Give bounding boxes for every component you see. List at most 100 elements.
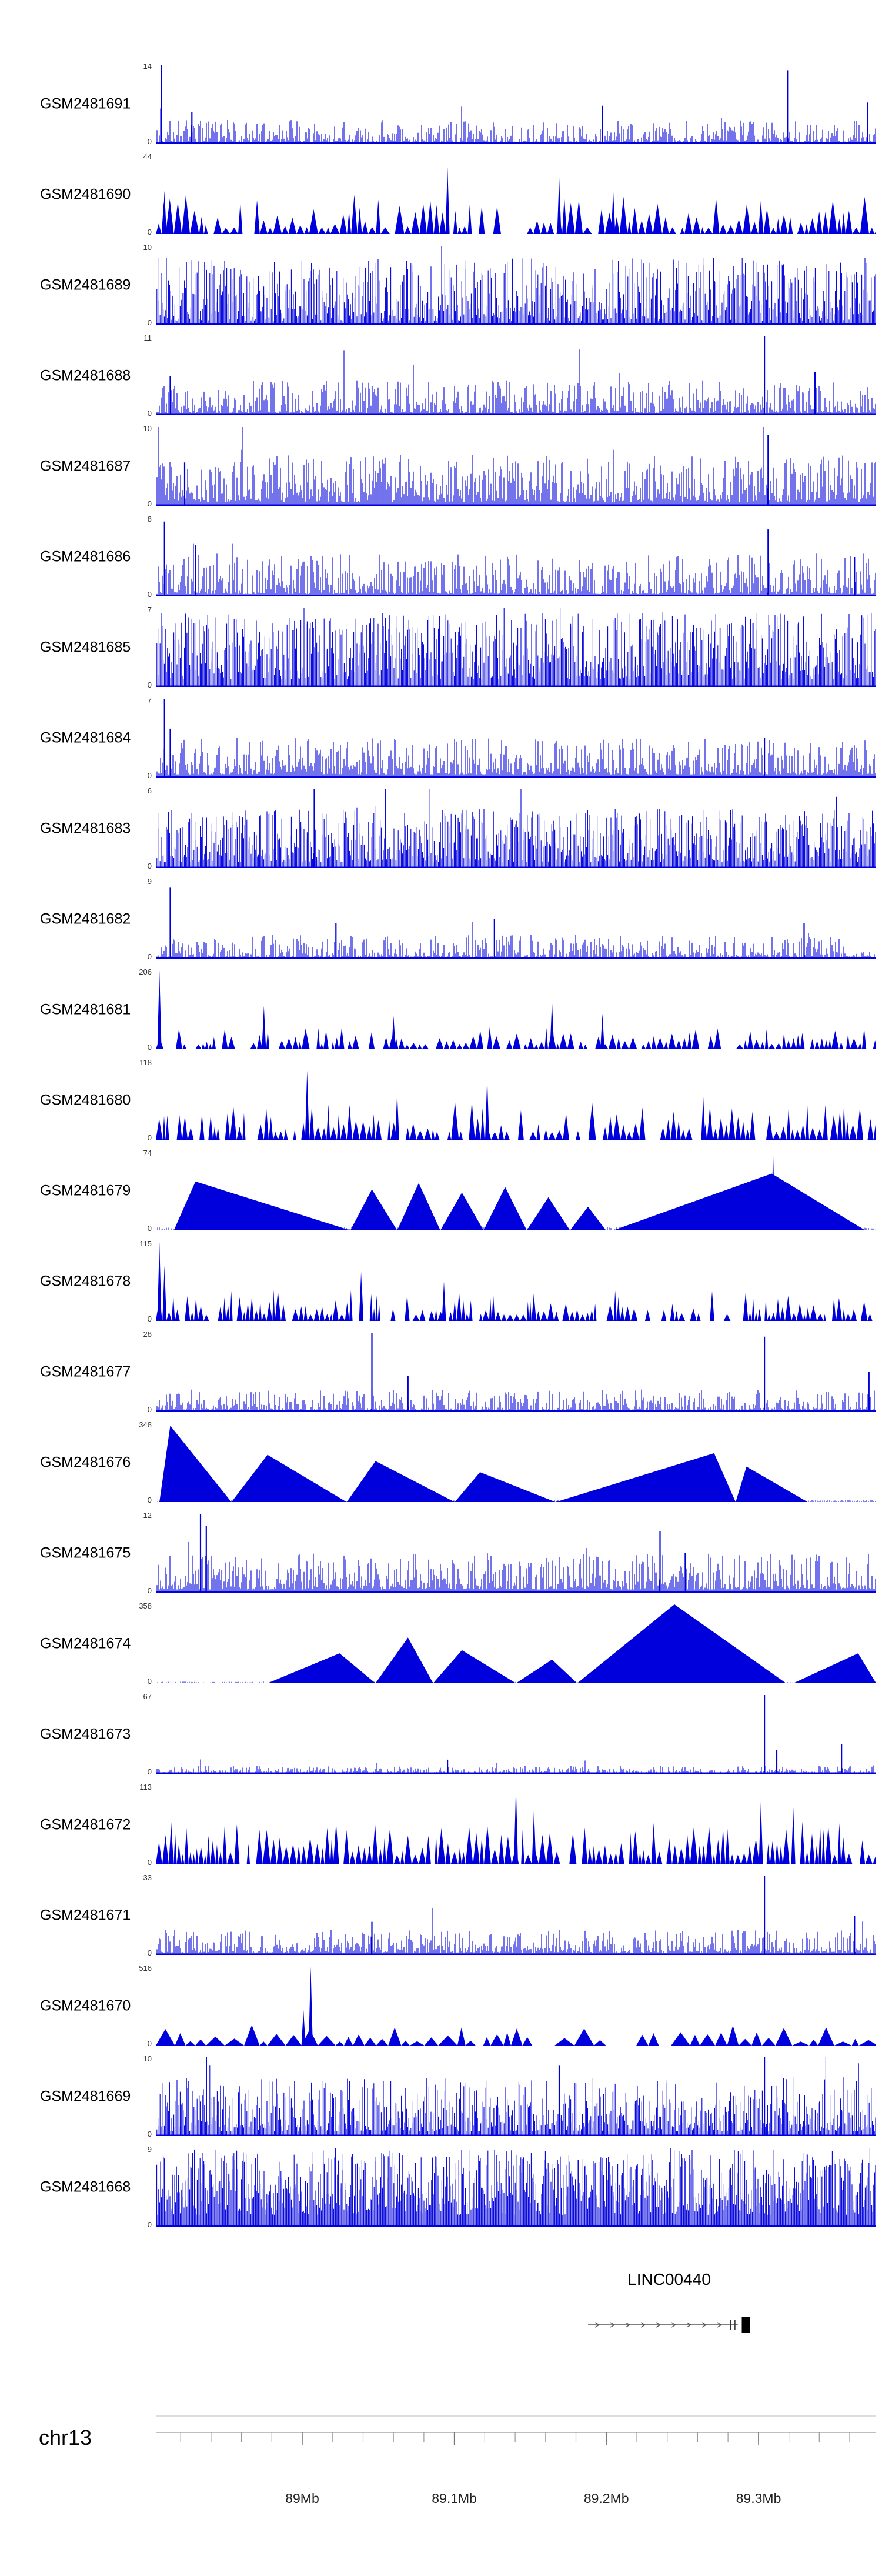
track-signal-svg: [156, 1604, 876, 1683]
track-signal-plot: 28 0: [143, 1330, 876, 1413]
track-ymin-label: 0: [147, 228, 152, 236]
track-ymin-label: 0: [147, 862, 152, 870]
track-signal-plot: 516 0: [139, 1964, 876, 2047]
tracks: GSM2481691 14 0 GSM2481690 44 0 GSM24816…: [0, 59, 882, 2233]
track-ymin-label: 0: [147, 2220, 152, 2229]
svg-text:89.3Mb: 89.3Mb: [736, 2491, 781, 2506]
track-ymin-label: 0: [147, 1224, 152, 1233]
track-label: GSM2481671: [40, 1907, 131, 1924]
track-row: GSM2481688 11 0: [0, 331, 882, 421]
track-ymax-label: 115: [139, 1239, 152, 1248]
track-ymax-label: 44: [143, 152, 152, 161]
track-signal-plot: 10 0: [143, 243, 876, 326]
track-ymax-label: 358: [139, 1601, 152, 1610]
track-signal-svg: [156, 1242, 873, 1321]
track-ymin-label: 0: [147, 1496, 152, 1504]
track-signal-plot: 115 0: [139, 1240, 876, 1323]
track-ymax-label: 11: [143, 333, 152, 342]
track-ymax-label: 67: [143, 1692, 152, 1701]
track-row: GSM2481689 10 0: [0, 240, 882, 331]
track-label: GSM2481680: [40, 1092, 131, 1109]
track-signal-plot: 9 0: [148, 877, 876, 960]
track-row: GSM2481686 8 0: [0, 512, 882, 602]
track-signal-svg: [156, 789, 876, 868]
track-ymax-label: 113: [139, 1783, 152, 1791]
track-label: GSM2481684: [40, 729, 131, 746]
track-row: GSM2481674 358 0: [0, 1599, 882, 1689]
track-signal-plot: 12 0: [143, 1511, 876, 1594]
track-signal-svg: [156, 65, 876, 144]
track-label: GSM2481690: [40, 186, 131, 203]
track-row: GSM2481676 348 0: [0, 1417, 882, 1508]
track-ymin-label: 0: [147, 1586, 152, 1595]
track-ymax-label: 10: [143, 243, 152, 252]
track-ymin-label: 0: [147, 680, 152, 689]
track-label: GSM2481673: [40, 1726, 131, 1743]
track-ymax-label: 118: [139, 1058, 152, 1067]
track-row: GSM2481680 118 0: [0, 1055, 882, 1146]
track-row: GSM2481677 28 0: [0, 1327, 882, 1417]
track-signal-plot: 348 0: [139, 1421, 876, 1504]
track-label: GSM2481669: [40, 2088, 131, 2105]
track-label: GSM2481691: [40, 95, 131, 112]
track-label: GSM2481679: [40, 1182, 131, 1199]
track-signal-svg: [156, 1876, 876, 1955]
track-label: GSM2481687: [40, 458, 131, 475]
track-signal-svg: [156, 1426, 876, 1502]
track-label: GSM2481676: [40, 1454, 131, 1471]
track-signal-svg: [156, 1333, 876, 1412]
track-signal-svg: [156, 1152, 876, 1230]
track-ymin-label: 0: [147, 1405, 152, 1414]
track-signal-svg: [156, 521, 876, 596]
track-ymin-label: 0: [147, 1767, 152, 1776]
track-row: GSM2481690 44 0: [0, 149, 882, 240]
track-label: GSM2481689: [40, 276, 131, 293]
track-label: GSM2481668: [40, 2178, 131, 2195]
track-label: GSM2481688: [40, 367, 131, 384]
track-signal-svg: [156, 608, 876, 687]
genome-ruler: 89Mb 89.1Mb 89.2Mb 89.3Mb: [156, 2415, 876, 2506]
track-signal-plot: 33 0: [143, 1874, 876, 1957]
track-row: GSM2481682 9 0: [0, 874, 882, 965]
track-signal-plot: 14 0: [143, 62, 876, 145]
track-ymax-label: 33: [143, 1873, 152, 1882]
track-signal-plot: 6 0: [148, 787, 876, 870]
track-ymax-label: 14: [143, 62, 152, 71]
track-ymin-label: 0: [147, 137, 152, 146]
track-ymin-label: 0: [147, 1314, 152, 1323]
track-label: GSM2481681: [40, 1001, 131, 1018]
track-ymin-label: 0: [147, 952, 152, 961]
track-ymax-label: 516: [139, 1964, 152, 1973]
track-label: GSM2481670: [40, 1997, 131, 2014]
track-signal-svg: [156, 336, 876, 415]
svg-text:89.1Mb: 89.1Mb: [432, 2491, 477, 2506]
track-ymax-label: 7: [147, 605, 152, 614]
track-ymin-label: 0: [147, 318, 152, 327]
track-signal-svg: [156, 970, 876, 1049]
track-signal-svg: [156, 2057, 876, 2136]
track-row: GSM2481683 6 0: [0, 783, 882, 874]
track-signal-svg: [156, 1514, 876, 1593]
track-ymax-label: 10: [143, 424, 152, 433]
track-ymax-label: 8: [147, 515, 152, 523]
svg-text:89.2Mb: 89.2Mb: [584, 2491, 629, 2506]
track-ymin-label: 0: [147, 1858, 152, 1867]
track-row: GSM2481669 10 0: [0, 2051, 882, 2142]
track-signal-plot: 10 0: [143, 2055, 876, 2138]
track-signal-svg: [156, 2148, 876, 2227]
track-signal-svg: [156, 427, 876, 506]
track-ymin-label: 0: [147, 2130, 152, 2138]
track-ymin-label: 0: [147, 1948, 152, 1957]
track-signal-svg: [156, 246, 876, 325]
track-row: GSM2481675 12 0: [0, 1508, 882, 1599]
track-label: GSM2481675: [40, 1544, 131, 1561]
track-ymin-label: 0: [147, 590, 152, 599]
track-ymax-label: 74: [143, 1149, 152, 1157]
gene-name-label: LINC00440: [627, 2270, 711, 2288]
track-label: GSM2481685: [40, 639, 131, 656]
track-signal-svg: [156, 1967, 876, 2046]
track-signal-plot: 9 0: [148, 2145, 876, 2228]
track-ymax-label: 10: [143, 2054, 152, 2063]
track-signal-plot: 358 0: [139, 1602, 876, 1685]
track-signal-plot: 7 0: [148, 606, 876, 689]
